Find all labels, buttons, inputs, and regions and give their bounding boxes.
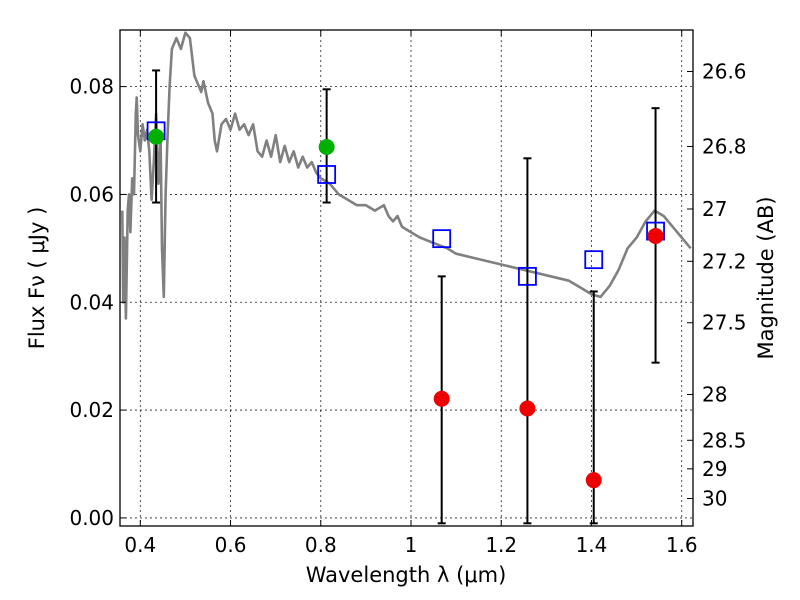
- green-data-point: [148, 128, 165, 145]
- x-tick-label: 1.2: [485, 533, 517, 557]
- chart-marks: [121, 31, 692, 320]
- y2-axis-label: Magnitude (AB): [754, 196, 778, 359]
- y2-tick-label: 29: [702, 457, 727, 481]
- model-spectrum-line: [121, 31, 692, 320]
- model-square-marker: [518, 266, 537, 286]
- y2-tick-label: 28.5: [702, 428, 747, 452]
- y-tick-label: 0.08: [69, 75, 114, 99]
- x-tick-label: 0.8: [305, 533, 337, 557]
- plot-background: [120, 30, 693, 526]
- model-square-marker: [432, 229, 452, 249]
- red-data-point: [433, 390, 450, 407]
- x-tick-label: 1.4: [576, 533, 608, 557]
- red-data-point: [585, 472, 602, 489]
- x-tick-label: 1.6: [666, 533, 698, 557]
- green-data-point: [318, 138, 335, 155]
- y-tick-label: 0.06: [69, 182, 114, 206]
- y2-tick-label: 27: [702, 197, 727, 221]
- red-data-point: [519, 400, 536, 417]
- model-square-marker: [584, 250, 604, 270]
- y2-tick-label: 30: [702, 487, 727, 511]
- red-data-point: [647, 227, 664, 244]
- x-tick-label: 1: [405, 533, 418, 557]
- data-points: [146, 121, 665, 489]
- grid: [120, 30, 693, 526]
- y2-tick-label: 26.8: [702, 134, 747, 158]
- y2-tick-label: 27.5: [702, 311, 747, 335]
- x-tick-label: 0.6: [215, 533, 247, 557]
- y2-tick-label: 28: [702, 382, 727, 406]
- y-tick-label: 0.04: [69, 290, 114, 314]
- plot-frame: [119, 29, 694, 527]
- x-axis-label: Wavelength λ (μm): [306, 563, 507, 587]
- y-tick-label: 0.02: [69, 398, 114, 422]
- x-tick-label: 0.4: [124, 533, 156, 557]
- y2-tick-label: 27.2: [702, 249, 747, 273]
- y-axis-label: Flux Fν ( μJy ): [25, 207, 49, 350]
- y-tick-label: 0.00: [69, 506, 114, 530]
- model-square-marker: [317, 165, 337, 184]
- y2-tick-label: 26.6: [702, 60, 747, 84]
- axis-ticks: 0.4 0.6 0.8 1 1.2 1.4 1.6 0.00 0.02 0.04 0.06 0.08 2…: [69, 30, 747, 557]
